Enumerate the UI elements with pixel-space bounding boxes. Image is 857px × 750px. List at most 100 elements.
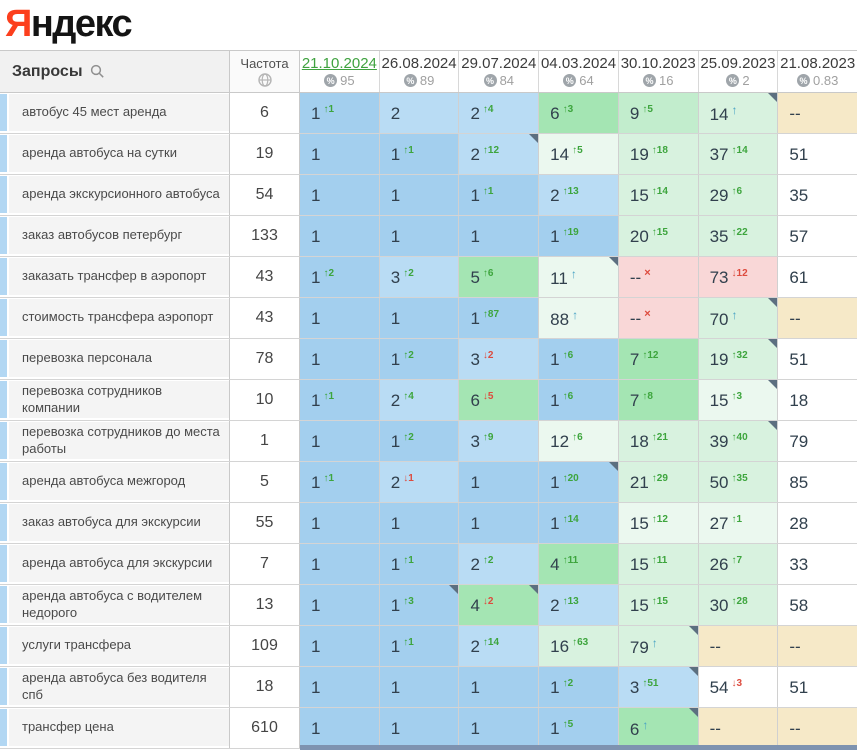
- position-cell[interactable]: 85: [778, 462, 857, 502]
- query-label[interactable]: аренда экскурсионного автобуса: [9, 176, 229, 213]
- date-link[interactable]: 29.07.2024: [461, 55, 537, 72]
- query-label[interactable]: заказать трансфер в аэропорт: [9, 258, 229, 295]
- horizontal-scrollbar[interactable]: [300, 745, 857, 750]
- position-cell[interactable]: 14 ↑: [698, 93, 779, 133]
- position-cell[interactable]: 7 ↑12: [618, 339, 699, 379]
- position-cell[interactable]: 1 ↑1: [379, 544, 460, 584]
- position-cell[interactable]: --: [778, 298, 857, 338]
- position-cell[interactable]: 3 ↑9: [459, 421, 540, 461]
- date-column-header[interactable]: 30.10.2023% 16: [618, 51, 699, 92]
- position-cell[interactable]: 79: [778, 421, 857, 461]
- position-cell[interactable]: 1: [379, 708, 460, 748]
- position-cell[interactable]: 15 ↑14: [618, 175, 699, 215]
- position-cell[interactable]: 1: [300, 216, 380, 256]
- query-label[interactable]: стоимость трансфера аэропорт: [9, 299, 229, 336]
- position-cell[interactable]: 1: [300, 503, 380, 543]
- query-label[interactable]: заказ автобусов петербург: [9, 217, 229, 254]
- position-cell[interactable]: 1 ↑1: [379, 626, 460, 666]
- position-cell[interactable]: --: [778, 626, 857, 666]
- position-cell[interactable]: 11 ↑: [539, 257, 619, 297]
- position-cell[interactable]: 51: [778, 134, 857, 174]
- position-cell[interactable]: 15 ↑11: [618, 544, 699, 584]
- position-cell[interactable]: 50 ↑35: [698, 462, 779, 502]
- position-cell[interactable]: 1: [379, 175, 460, 215]
- position-cell[interactable]: 1: [459, 708, 540, 748]
- position-cell[interactable]: 15 ↑12: [618, 503, 699, 543]
- position-cell[interactable]: 1: [300, 708, 380, 748]
- position-cell[interactable]: 35 ↑22: [698, 216, 779, 256]
- position-cell[interactable]: 1 ↑2: [379, 421, 460, 461]
- date-link[interactable]: 04.03.2024: [540, 55, 617, 72]
- query-cell[interactable]: заказ автобуса для экскурсии: [0, 503, 230, 543]
- query-cell[interactable]: аренда автобуса без водителя спб: [0, 667, 230, 707]
- position-cell[interactable]: 1 ↑6: [539, 380, 619, 420]
- position-cell[interactable]: 54 ↓3: [698, 667, 779, 707]
- position-cell[interactable]: 1: [300, 421, 380, 461]
- position-cell[interactable]: 6 ↑3: [539, 93, 619, 133]
- position-cell[interactable]: 1: [459, 216, 540, 256]
- query-label[interactable]: аренда автобуса межгород: [9, 463, 229, 500]
- position-cell[interactable]: 5 ↑6: [459, 257, 540, 297]
- query-label[interactable]: перевозка сотрудников до места работы: [9, 422, 229, 459]
- position-cell[interactable]: 7 ↑8: [618, 380, 699, 420]
- position-cell[interactable]: 2 ↑4: [379, 380, 460, 420]
- queries-column-header[interactable]: Запросы: [0, 51, 230, 92]
- query-label[interactable]: аренда автобуса на сутки: [9, 135, 229, 172]
- position-cell[interactable]: 61: [778, 257, 857, 297]
- position-cell[interactable]: 19 ↑32: [698, 339, 779, 379]
- position-cell[interactable]: 4 ↑11: [539, 544, 619, 584]
- position-cell[interactable]: 6 ↑: [618, 708, 699, 748]
- position-cell[interactable]: 1 ↑1: [300, 93, 380, 133]
- position-cell[interactable]: 15 ↑3: [698, 380, 779, 420]
- position-cell[interactable]: 14 ↑5: [539, 134, 619, 174]
- position-cell[interactable]: 1 ↑1: [300, 380, 380, 420]
- position-cell[interactable]: 1: [300, 175, 380, 215]
- position-cell[interactable]: 1 ↑87: [459, 298, 540, 338]
- position-cell[interactable]: 18: [778, 380, 857, 420]
- position-cell[interactable]: 18 ↑21: [618, 421, 699, 461]
- position-cell[interactable]: 1: [300, 626, 380, 666]
- query-label[interactable]: услуги трансфера: [9, 627, 229, 664]
- position-cell[interactable]: 15 ↑15: [618, 585, 699, 625]
- position-cell[interactable]: 2 ↑4: [459, 93, 540, 133]
- position-cell[interactable]: 2 ↑13: [539, 585, 619, 625]
- position-cell[interactable]: 88 ↑: [539, 298, 619, 338]
- position-cell[interactable]: -- ×: [618, 298, 699, 338]
- date-column-header[interactable]: 04.03.2024% 64: [539, 51, 619, 92]
- query-cell[interactable]: стоимость трансфера аэропорт: [0, 298, 230, 338]
- position-cell[interactable]: 27 ↑1: [698, 503, 779, 543]
- position-cell[interactable]: 58: [778, 585, 857, 625]
- query-label[interactable]: перевозка персонала: [9, 340, 229, 377]
- position-cell[interactable]: 2 ↓1: [379, 462, 460, 502]
- position-cell[interactable]: 1: [459, 667, 540, 707]
- position-cell[interactable]: --: [778, 708, 857, 748]
- position-cell[interactable]: 3 ↑2: [379, 257, 460, 297]
- position-cell[interactable]: 1: [379, 298, 460, 338]
- position-cell[interactable]: 51: [778, 339, 857, 379]
- query-cell[interactable]: трансфер цена: [0, 708, 230, 748]
- position-cell[interactable]: 26 ↑7: [698, 544, 779, 584]
- position-cell[interactable]: 1: [379, 216, 460, 256]
- query-label[interactable]: автобус 45 мест аренда: [9, 94, 229, 131]
- date-column-header[interactable]: 21.10.2024% 95: [300, 51, 380, 92]
- position-cell[interactable]: 1 ↑1: [379, 134, 460, 174]
- position-cell[interactable]: 3 ↑51: [618, 667, 699, 707]
- position-cell[interactable]: 1 ↑2: [300, 257, 380, 297]
- position-cell[interactable]: 1: [379, 667, 460, 707]
- query-cell[interactable]: аренда экскурсионного автобуса: [0, 175, 230, 215]
- query-cell[interactable]: перевозка сотрудников компании: [0, 380, 230, 420]
- position-cell[interactable]: 20 ↑15: [618, 216, 699, 256]
- position-cell[interactable]: 1: [300, 667, 380, 707]
- query-cell[interactable]: услуги трансфера: [0, 626, 230, 666]
- position-cell[interactable]: 1 ↑19: [539, 216, 619, 256]
- position-cell[interactable]: 1 ↑2: [379, 339, 460, 379]
- date-link[interactable]: 21.10.2024: [301, 55, 377, 72]
- query-label[interactable]: аренда автобуса для экскурсии: [9, 545, 229, 582]
- position-cell[interactable]: 39 ↑40: [698, 421, 779, 461]
- position-cell[interactable]: 51: [778, 667, 857, 707]
- position-cell[interactable]: 2: [379, 93, 460, 133]
- yandex-logo[interactable]: Яндекс: [0, 0, 857, 50]
- date-link[interactable]: 25.09.2023: [700, 55, 776, 72]
- query-cell[interactable]: заказ автобусов петербург: [0, 216, 230, 256]
- date-link[interactable]: 26.08.2024: [381, 55, 457, 72]
